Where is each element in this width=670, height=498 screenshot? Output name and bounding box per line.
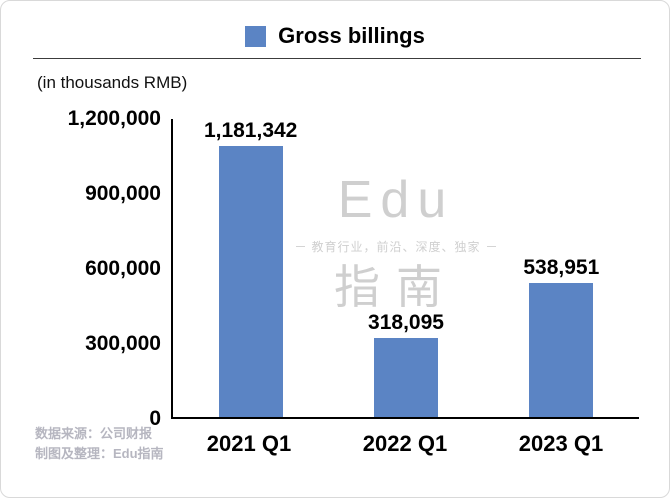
bar-value-label: 1,181,342: [203, 119, 298, 142]
x-tick-label-2022-q1: 2022 Q1: [362, 431, 448, 456]
bar-group-2021-q1: 1,181,342: [174, 119, 328, 417]
y-tick-label: 300,000: [85, 332, 161, 355]
y-tick-label: 900,000: [85, 182, 161, 205]
legend-color-swatch: [245, 25, 267, 47]
axis-units-note: (in thousands RMB): [37, 73, 188, 92]
y-tick-label: 0: [149, 407, 161, 430]
source-line1: 数据来源：公司财报: [35, 426, 153, 441]
bar-2021-q1: [218, 146, 283, 417]
source-line2: 制图及整理：Edu指南: [35, 446, 164, 462]
y-tick-label: 600,000: [85, 257, 161, 280]
bar-2022-q1: [373, 338, 438, 417]
bar-2023-q1: [529, 283, 594, 417]
legend-divider-line: [33, 58, 641, 59]
x-tick-label-2021-q1: 2021 Q1: [206, 431, 292, 456]
x-axis-labels: 2021 Q1 2022 Q1 2023 Q1: [171, 431, 639, 457]
y-axis-ticks: 1,200,000 900,000 600,000 300,000 0: [19, 107, 161, 430]
bars-container: 1,181,342 318,095 538,951: [173, 119, 639, 417]
bar-group-2022-q1: 318,095: [329, 119, 483, 417]
bar-value-label: 318,095: [368, 311, 444, 335]
source-credit: 数据来源：公司财报 制图及整理：Edu指南: [35, 424, 164, 464]
plot-area: 1,181,342 318,095 538,951: [171, 119, 639, 419]
y-tick-label: 1,200,000: [67, 107, 161, 130]
bar-group-2023-q1: 538,951: [484, 119, 638, 417]
x-tick-label-2023-q1: 2023 Q1: [518, 431, 604, 456]
chart-legend: Gross billings: [1, 23, 669, 49]
legend-series-label: Gross billings: [278, 23, 425, 48]
bar-value-label: 538,951: [523, 256, 600, 280]
